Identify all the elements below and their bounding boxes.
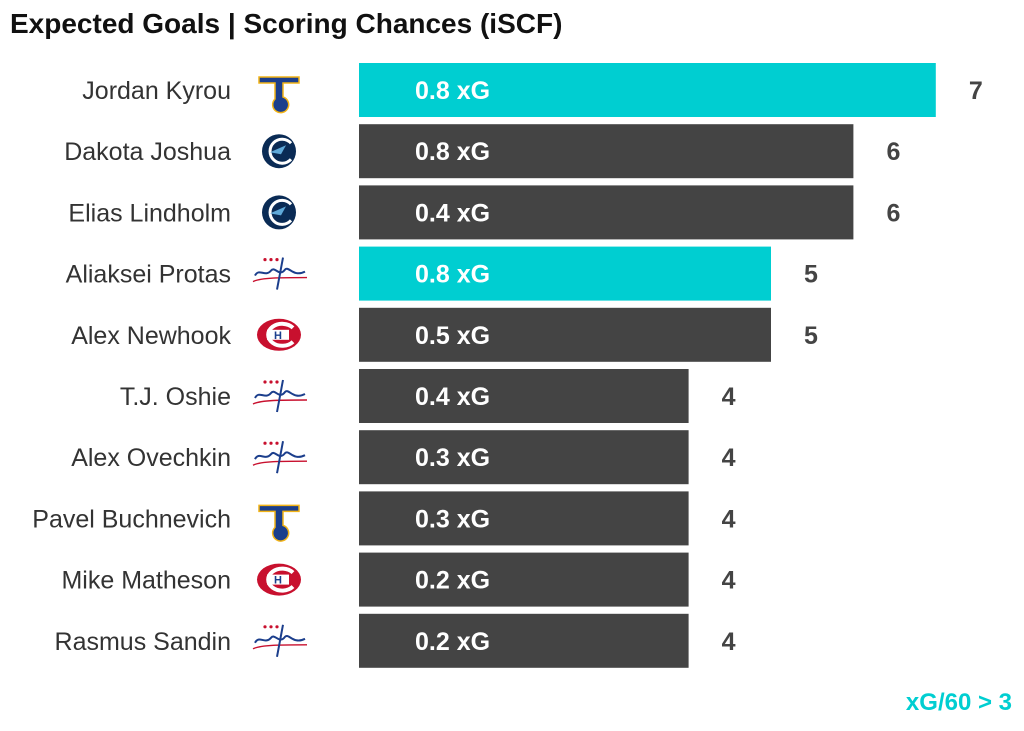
- team-logo-icon: [252, 257, 308, 290]
- category-label: Aliaksei Protas: [66, 261, 231, 289]
- bar-xg-label: 0.8 xG: [415, 261, 490, 289]
- category-label: Dakota Joshua: [64, 138, 231, 166]
- bar: [359, 552, 689, 607]
- bar-xg-label: 0.3 xG: [415, 444, 490, 472]
- value-label: 4: [722, 444, 736, 472]
- bar-xg-label: 0.4 xG: [415, 383, 490, 411]
- svg-text:H: H: [274, 330, 282, 342]
- team-logo-icon: H: [257, 318, 301, 351]
- team-logo-icon: [262, 134, 296, 169]
- bar: [359, 613, 689, 668]
- value-label: 4: [722, 567, 736, 595]
- bar-row: Aliaksei Protas 0.8 xG 5: [66, 246, 818, 301]
- bar-row: Pavel Buchnevich 0.3 xG 4: [32, 491, 736, 546]
- value-label: 4: [722, 383, 736, 411]
- bar-xg-label: 0.8 xG: [415, 138, 490, 166]
- category-label: Rasmus Sandin: [55, 628, 231, 656]
- bar-xg-label: 0.2 xG: [415, 567, 490, 595]
- bar-row: Alex Newhook H 0.5 xG 5: [71, 307, 818, 362]
- bar-row: Mike Matheson H 0.2 xG 4: [61, 552, 736, 607]
- chart-title: Expected Goals | Scoring Chances (iSCF): [10, 8, 563, 39]
- bar-row: Jordan Kyrou 0.8 xG 7: [82, 63, 983, 117]
- team-logo-icon: [262, 195, 296, 230]
- value-label: 7: [969, 77, 983, 105]
- legend-note: xG/60 > 3: [905, 689, 1012, 716]
- bar: [359, 185, 854, 240]
- svg-text:H: H: [274, 575, 282, 587]
- team-logo-icon: [258, 76, 300, 114]
- bar: [359, 307, 771, 362]
- bar-xg-label: 0.3 xG: [415, 505, 490, 533]
- bar: [359, 63, 936, 117]
- bar: [359, 246, 771, 301]
- team-logo-icon: H: [257, 563, 301, 596]
- team-logo-icon: [252, 624, 308, 657]
- team-logo-icon: [252, 441, 308, 474]
- bar-xg-label: 0.5 xG: [415, 322, 490, 350]
- bar: [359, 369, 689, 423]
- team-logo-icon: [258, 504, 300, 542]
- bar-row: T.J. Oshie 0.4 xG 4: [120, 369, 736, 423]
- bar-row: Alex Ovechkin 0.3 xG 4: [71, 430, 736, 485]
- value-label: 6: [886, 138, 900, 166]
- bar: [359, 491, 689, 546]
- category-label: Mike Matheson: [61, 567, 231, 595]
- value-label: 4: [722, 505, 736, 533]
- bar-row: Dakota Joshua 0.8 xG 6: [64, 124, 900, 179]
- bar-row: Rasmus Sandin 0.2 xG 4: [55, 613, 736, 668]
- value-label: 5: [804, 261, 818, 289]
- bar-xg-label: 0.2 xG: [415, 628, 490, 656]
- bar-xg-label: 0.4 xG: [415, 199, 490, 227]
- bar-row: Elias Lindholm 0.4 xG 6: [68, 185, 900, 240]
- bar: [359, 124, 854, 179]
- category-label: Pavel Buchnevich: [32, 505, 231, 533]
- category-label: T.J. Oshie: [120, 383, 231, 411]
- value-label: 4: [722, 628, 736, 656]
- value-label: 6: [886, 199, 900, 227]
- team-logo-icon: [252, 379, 308, 413]
- category-label: Alex Ovechkin: [71, 444, 231, 472]
- bar: [359, 430, 689, 485]
- category-label: Jordan Kyrou: [82, 77, 231, 105]
- category-label: Alex Newhook: [71, 322, 231, 350]
- value-label: 5: [804, 322, 818, 350]
- bar-xg-label: 0.8 xG: [415, 77, 490, 105]
- category-label: Elias Lindholm: [68, 199, 231, 227]
